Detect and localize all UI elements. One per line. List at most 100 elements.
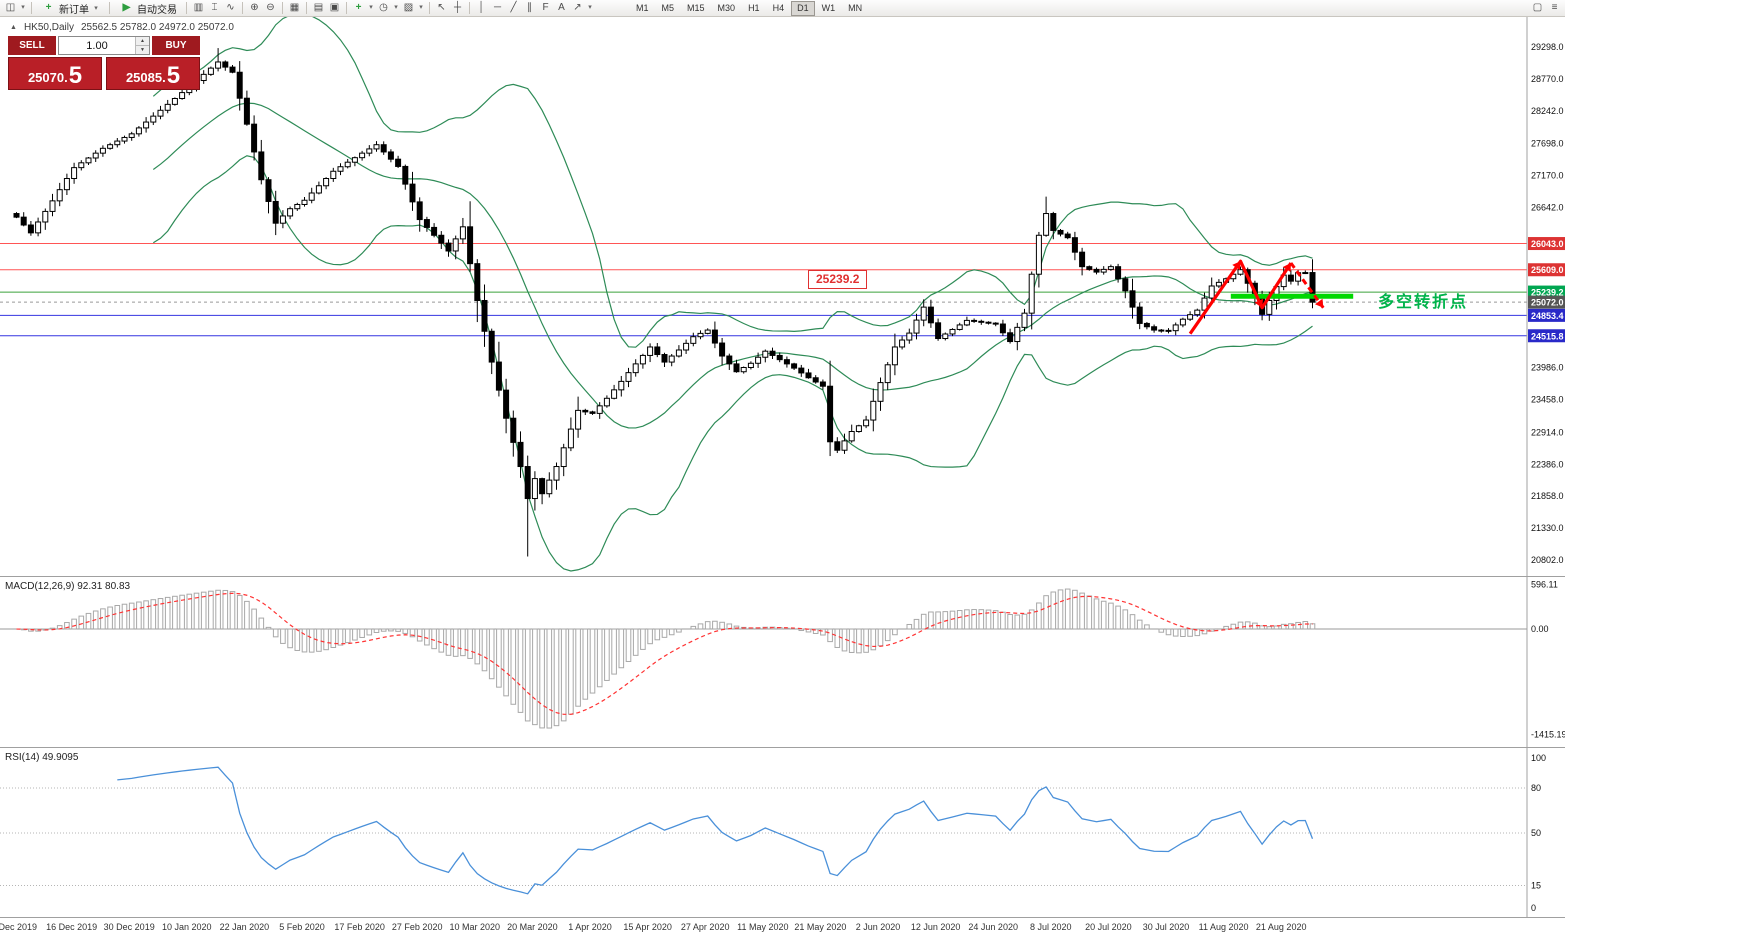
templates-icon[interactable]: ▨ <box>403 2 414 13</box>
timeframe-button-m15[interactable]: M15 <box>687 3 705 13</box>
volume-stepper: ▲ ▼ <box>135 37 149 54</box>
volume-field[interactable]: 1.00 ▲ ▼ <box>58 36 150 55</box>
buy-button[interactable]: BUY <box>152 36 200 55</box>
rsi-label: RSI(14) 49.9095 <box>5 752 79 763</box>
chart-title: ▲ HK50,Daily 25562.5 25782.0 24972.0 250… <box>10 22 234 33</box>
chart-area: 29298.0 28770.0 28242.0 27698.0 27170.0 26642… <box>0 17 1565 937</box>
fullscreen-icon[interactable]: ▢ <box>1532 2 1543 13</box>
price-level-badge <box>1528 263 1565 277</box>
date-label: 21 Aug 2020 <box>1255 922 1307 932</box>
timeframe-button-h1[interactable]: H1 <box>748 3 760 13</box>
arrows-caret-icon[interactable]: ▾ <box>588 4 592 11</box>
date-label: 15 Apr 2020 <box>623 922 672 932</box>
zoom-out-icon[interactable]: ⊖ <box>266 2 275 13</box>
tile-windows-icon[interactable]: ▦ <box>289 2 300 13</box>
line-chart-mode-icon[interactable]: ∿ <box>226 2 235 13</box>
toolbar-separator <box>306 2 307 14</box>
terminal-panel-icon[interactable]: ▣ <box>329 2 340 13</box>
new-order-label: 新订单 <box>59 4 89 16</box>
rsi-line <box>117 766 1314 895</box>
bollinger-upper-band <box>152 17 1313 348</box>
date-label: 11 Aug 2020 <box>1198 922 1249 932</box>
macd-histogram <box>20 588 1316 729</box>
chart-profiles-caret-icon[interactable]: ▾ <box>21 4 25 11</box>
date-label: 5 Feb 2020 <box>279 922 325 932</box>
volume-value[interactable]: 1.00 <box>86 39 108 52</box>
date-label: 10 Jan 2020 <box>162 922 212 932</box>
timeframe-button-m1[interactable]: M1 <box>636 3 649 13</box>
autotrading-button[interactable]: ▶ 自动交易 <box>114 1 182 16</box>
macd-pane-canvas[interactable]: 596.11 0.00 -1415.19 <box>0 577 1565 748</box>
date-label: 22 Jan 2020 <box>219 922 270 932</box>
timeframe-button-mn[interactable]: MN <box>848 3 863 13</box>
indicators-caret-icon[interactable]: ▾ <box>369 4 373 11</box>
text-tool-icon[interactable]: A <box>558 2 565 13</box>
templates-caret-icon[interactable]: ▾ <box>419 4 423 11</box>
fibonacci-tool-icon[interactable]: F <box>542 2 549 13</box>
sell-button[interactable]: SELL <box>8 36 56 55</box>
cursor-icon[interactable]: ↖ <box>437 2 446 13</box>
timeframe-button-d1[interactable]: D1 <box>791 0 815 16</box>
horizontal-line-tool-icon[interactable]: ─ <box>493 2 502 13</box>
candlestick-series <box>13 48 1316 557</box>
price-tick-label: 23986.0 <box>1531 363 1564 373</box>
price-tick-label: 20802.0 <box>1531 555 1564 565</box>
new-order-icon: + <box>45 2 52 13</box>
navigator-panel-icon[interactable]: ▤ <box>313 2 324 13</box>
crosshair-icon[interactable]: ┼ <box>453 2 462 13</box>
sell-price-pip: 5 <box>68 62 83 89</box>
date-axis: 4 Dec 2019 16 Dec 2019 30 Dec 2019 10 Jan 2… <box>0 918 1565 937</box>
toolbar-separator <box>242 2 243 14</box>
timeframe-button-m5[interactable]: M5 <box>661 3 675 13</box>
svg-text:25239.2: 25239.2 <box>1531 288 1564 298</box>
date-label: 30 Jul 2020 <box>1142 922 1190 932</box>
timeframe-button-h4[interactable]: H4 <box>772 3 785 13</box>
sell-price-box[interactable]: 25070. 5 <box>8 57 102 90</box>
toolbar-separator <box>469 2 470 14</box>
candlestick-mode-icon[interactable]: ⌶ <box>211 2 218 13</box>
turning-point-text: 多空转折点 <box>1378 294 1469 311</box>
svg-text:24853.4: 24853.4 <box>1531 311 1564 321</box>
price-tick-label: 23458.0 <box>1531 395 1564 405</box>
new-order-caret-icon: ▾ <box>94 5 98 12</box>
price-level-label: 25239.2 <box>808 270 868 289</box>
date-label: 30 Dec 2019 <box>103 922 155 932</box>
toolbar-separator <box>31 2 32 14</box>
collapse-panel-icon[interactable]: ▲ <box>10 24 17 31</box>
toolbar-separator <box>186 2 187 14</box>
rsi-pane-canvas[interactable]: 100 80 50 15 0 <box>0 748 1565 918</box>
volume-up-icon[interactable]: ▲ <box>136 37 149 45</box>
vertical-line-tool-icon[interactable]: │ <box>478 2 485 13</box>
main-chart-canvas[interactable]: 29298.0 28770.0 28242.0 27698.0 27170.0 26642… <box>0 17 1565 577</box>
volume-down-icon[interactable]: ▼ <box>136 45 149 54</box>
zoom-in-icon[interactable]: ⊕ <box>250 2 259 13</box>
rsi-tick-label: 15 <box>1531 881 1541 891</box>
date-label: 2 Jun 2020 <box>855 922 901 932</box>
bollinger-middle-band <box>152 102 1313 429</box>
new-order-button[interactable]: + 新订单 ▾ <box>36 1 105 16</box>
price-tick-label: 29298.0 <box>1531 42 1564 52</box>
timeframe-button-w1[interactable]: W1 <box>821 3 836 13</box>
new-chart-icon[interactable]: ◫ <box>5 2 16 13</box>
timeframe-button-m30[interactable]: M30 <box>717 3 736 13</box>
macd-tick-label: -1415.19 <box>1531 729 1565 739</box>
chart-ohlc-values: 25562.5 25782.0 24972.0 25072.0 <box>80 22 234 33</box>
trendline-tool-icon[interactable]: ╱ <box>510 2 517 13</box>
menu-icon[interactable]: ≡ <box>1551 2 1558 13</box>
indicators-icon[interactable]: + <box>355 2 362 13</box>
date-label: 27 Apr 2020 <box>680 922 730 932</box>
buy-price-box[interactable]: 25085. 5 <box>106 57 200 90</box>
price-tick-label: 22386.0 <box>1531 459 1564 469</box>
bar-chart-mode-icon[interactable]: ▥ <box>193 2 204 13</box>
bollinger-lower-band <box>152 155 1313 572</box>
timeframe-switcher: M1 M5 M15 M30 H1 H4 D1 W1 MN <box>630 0 868 16</box>
arrows-tool-icon[interactable]: ↗ <box>573 2 582 13</box>
macd-tick-label: 0.00 <box>1531 624 1549 634</box>
macd-tick-label: 596.11 <box>1531 580 1558 590</box>
periods-icon[interactable]: ◷ <box>379 2 388 13</box>
price-tick-label: 28770.0 <box>1531 74 1564 84</box>
date-label: 20 Mar 2020 <box>507 922 558 932</box>
periods-caret-icon[interactable]: ▾ <box>394 4 398 11</box>
channel-tool-icon[interactable]: ∥ <box>527 2 532 13</box>
